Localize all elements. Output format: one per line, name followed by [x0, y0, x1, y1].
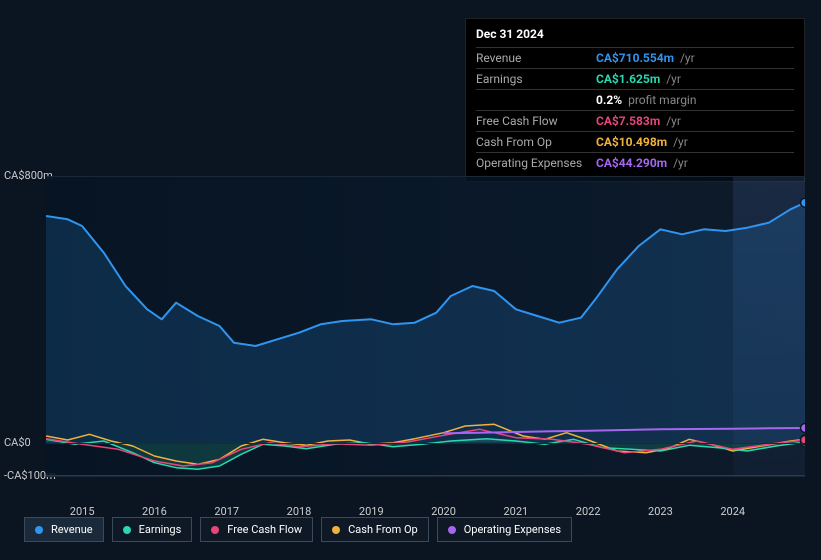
legend-dot-icon	[123, 526, 131, 534]
tooltip-value: CA$710.554m /yr	[596, 51, 695, 65]
legend-item-earnings[interactable]: Earnings	[112, 517, 193, 542]
series-end-dot	[801, 424, 806, 433]
legend-item-free-cash-flow[interactable]: Free Cash Flow	[200, 517, 313, 542]
tooltip-value: CA$1.625m /yr	[596, 72, 681, 86]
tooltip-row: RevenueCA$710.554m /yr	[476, 47, 794, 68]
legend-label: Free Cash Flow	[227, 523, 302, 536]
legend-dot-icon	[448, 526, 456, 534]
legend-dot-icon	[332, 526, 340, 534]
legend-item-revenue[interactable]: Revenue	[24, 517, 104, 542]
data-tooltip: Dec 31 2024 RevenueCA$710.554m /yrEarnin…	[465, 18, 805, 182]
gridline	[46, 176, 805, 177]
gridline	[46, 443, 805, 444]
chart-container: Dec 31 2024 RevenueCA$710.554m /yrEarnin…	[0, 0, 821, 560]
x-axis-label: 2024	[720, 505, 745, 518]
tooltip-value: CA$10.498m /yr	[596, 135, 688, 149]
legend-label: Revenue	[51, 523, 93, 536]
tooltip-row: EarningsCA$1.625m /yr	[476, 68, 794, 89]
legend-label: Operating Expenses	[464, 523, 561, 536]
plot-area[interactable]	[46, 176, 805, 476]
tooltip-label: Earnings	[476, 72, 596, 86]
tooltip-date: Dec 31 2024	[476, 27, 794, 41]
legend-item-operating-expenses[interactable]: Operating Expenses	[437, 517, 572, 542]
tooltip-value: CA$7.583m /yr	[596, 114, 681, 128]
tooltip-label: Free Cash Flow	[476, 114, 596, 128]
x-axis-label: 2022	[576, 505, 601, 518]
tooltip-row: Cash From OpCA$10.498m /yr	[476, 131, 794, 152]
gridline	[46, 476, 805, 477]
tooltip-label: Cash From Op	[476, 135, 596, 149]
x-axis-label: 2023	[648, 505, 673, 518]
tooltip-rows: RevenueCA$710.554m /yrEarningsCA$1.625m …	[476, 47, 794, 173]
legend-label: Earnings	[139, 523, 182, 536]
legend-item-cash-from-op[interactable]: Cash From Op	[321, 517, 429, 542]
legend-label: Cash From Op	[348, 523, 418, 536]
legend: Revenue Earnings Free Cash Flow Cash From O…	[24, 517, 572, 542]
tooltip-label: Revenue	[476, 51, 596, 65]
series-end-dot	[801, 198, 806, 207]
legend-dot-icon	[35, 526, 43, 534]
chart-area: CA$800mCA$0-CA$100m	[18, 160, 805, 500]
series-area-revenue	[46, 203, 805, 443]
legend-dot-icon	[211, 526, 219, 534]
tooltip-row: 0.2% profit margin	[476, 89, 794, 110]
tooltip-row: Free Cash FlowCA$7.583m /yr	[476, 110, 794, 131]
